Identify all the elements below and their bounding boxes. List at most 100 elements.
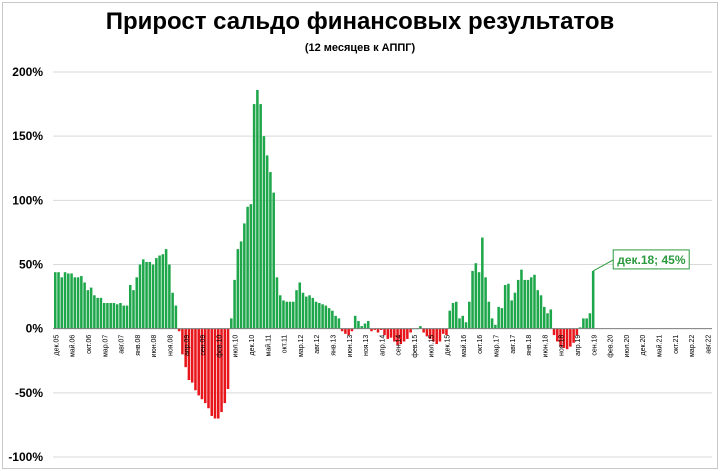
x-tick-label: июн.13 [347,335,354,358]
bar [582,318,585,329]
bar [203,328,207,404]
bar [318,303,321,329]
bar [246,206,249,329]
bar [177,328,181,332]
bar [575,328,579,336]
bar [295,290,298,329]
bar [220,328,223,413]
x-tick-label: окт.11 [282,335,289,354]
bar [497,306,500,329]
x-tick-label: апр.19 [575,335,582,356]
y-tick-label: -100% [8,450,43,464]
bar [76,277,80,329]
bar [337,318,341,329]
x-tick-label: июн.18 [542,335,549,358]
bar [230,318,233,329]
bar [269,172,272,329]
bar [60,277,64,329]
bar [298,282,302,329]
bar [89,287,93,329]
bar [461,315,465,329]
bar [373,328,377,330]
bar [516,279,520,329]
y-tick-label: 200% [12,65,43,79]
bar [174,305,178,329]
bar [311,297,315,329]
x-tick-label: июл.15 [428,335,435,358]
bar [102,303,106,329]
bar [438,328,442,342]
x-tick-label: июл.10 [233,335,240,358]
bar [57,272,60,329]
bar [588,313,592,329]
bar [543,306,546,329]
chart-title: Прирост сальдо финансовых результатов [105,8,615,35]
bar-series [54,89,595,419]
x-tick-label: фев.20 [608,335,615,358]
x-tick-label: май.11 [264,335,272,357]
bar [334,315,337,329]
bar [259,104,262,329]
x-tick-label: мар.17 [494,335,501,357]
x-tick-label: сен.14 [396,335,403,356]
bar [419,326,422,329]
bar [523,279,526,329]
bar [389,328,393,338]
x-tick-label: дек.15 [445,335,452,356]
bar [194,328,197,391]
bar [386,328,390,339]
bar [314,301,318,329]
bar [572,328,575,343]
bar [256,89,259,329]
y-tick-label: 150% [12,129,43,143]
bar [288,301,292,329]
bar [151,264,155,329]
x-tick-label: мар.07 [102,335,109,357]
bar [109,303,112,329]
y-tick-label: -50% [15,386,43,400]
bar [539,295,543,329]
bar [324,305,328,329]
bar [510,300,513,329]
bar [161,254,165,329]
bar [54,272,57,329]
bar [327,308,331,329]
bar [181,328,184,355]
bar [93,295,96,329]
bar [484,277,487,329]
bar [591,270,595,329]
bar [409,328,412,333]
x-tick-label: авг.22 [705,335,712,354]
chart-subtitle: (12 месяцев к АППГ) [304,42,416,54]
bar [454,301,458,329]
bar [285,301,288,329]
bar [490,318,494,329]
bar [445,328,448,336]
bar [80,276,83,329]
bar [164,249,168,329]
bar [370,328,373,332]
bar [63,272,67,329]
bar [119,303,122,329]
bar [565,328,569,350]
bar [138,264,142,329]
bar [422,328,425,333]
y-tick-label: 50% [19,258,43,272]
bar [301,292,305,329]
bar [148,261,152,329]
bar [350,328,354,332]
bar [308,295,311,329]
bar [291,301,295,329]
bar [67,273,70,329]
bar [425,328,429,337]
bar [347,328,350,336]
x-tick-label: июл.20 [624,335,631,358]
bar [376,328,380,333]
x-tick-label: фев.15 [412,335,419,358]
y-tick-label: 0% [26,322,44,336]
bar [366,320,370,329]
bar [406,328,409,339]
bar [239,241,243,329]
bar [197,328,200,396]
x-tick-label: май.21 [656,335,664,357]
